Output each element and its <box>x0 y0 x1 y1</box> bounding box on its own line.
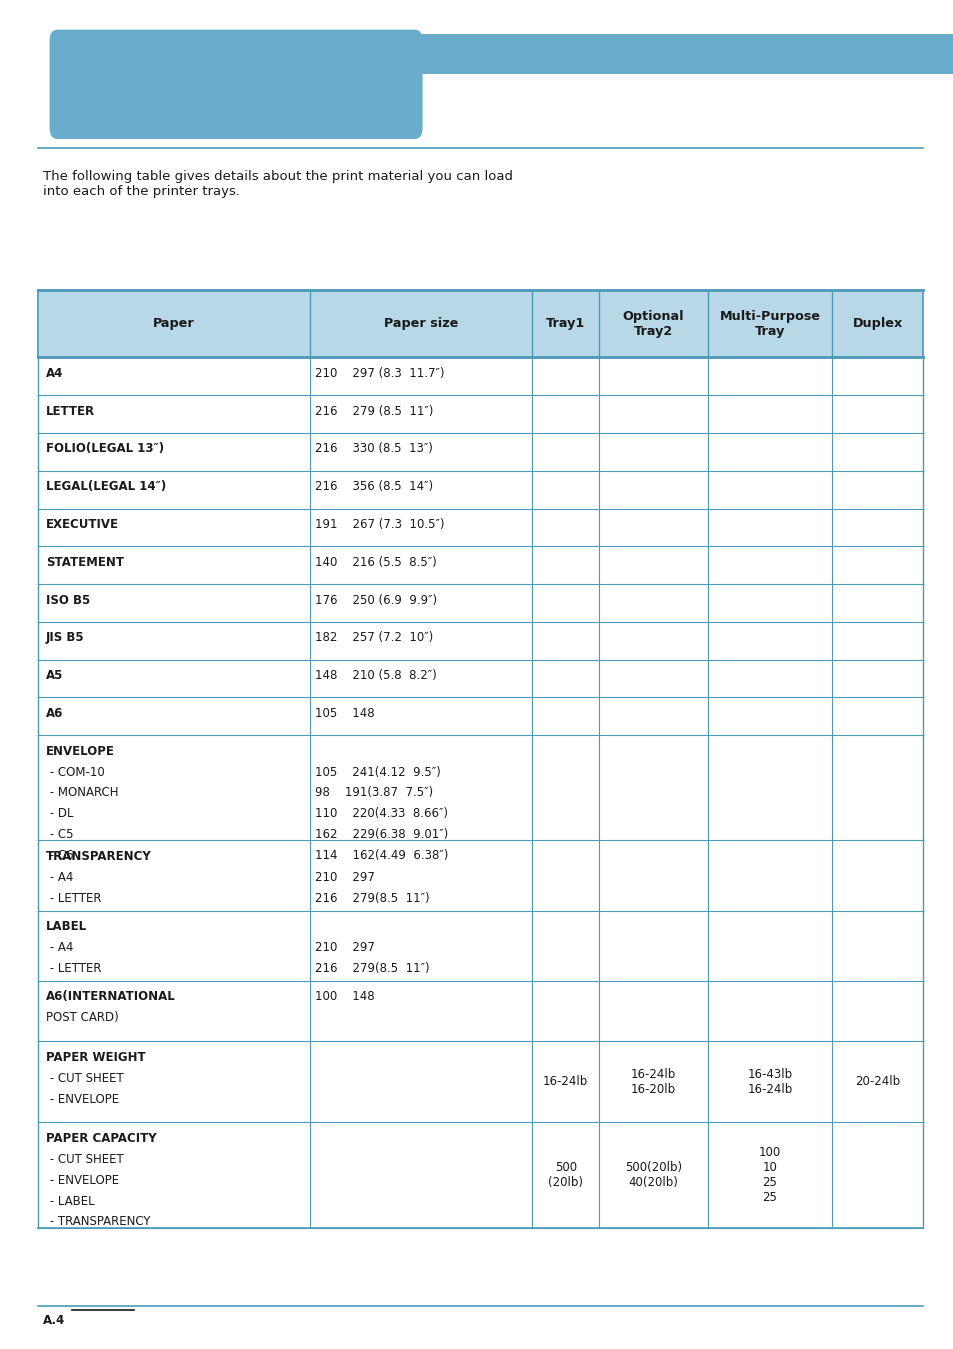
Text: 16-24lb: 16-24lb <box>542 1075 588 1089</box>
Text: 16-43lb
16-24lb: 16-43lb 16-24lb <box>746 1068 792 1095</box>
Text: 500
(20lb): 500 (20lb) <box>548 1161 582 1188</box>
Text: 216    279(8.5  11″): 216 279(8.5 11″) <box>314 892 429 905</box>
Text: 105    241(4.12  9.5″): 105 241(4.12 9.5″) <box>314 766 440 778</box>
Text: A4: A4 <box>46 367 63 380</box>
Text: PAPER CAPACITY: PAPER CAPACITY <box>46 1132 156 1145</box>
Text: 114    162(4.49  6.38″): 114 162(4.49 6.38″) <box>314 850 448 862</box>
Text: 500(20lb)
40(20lb): 500(20lb) 40(20lb) <box>624 1161 681 1188</box>
Text: The following table gives details about the print material you can load
into eac: The following table gives details about … <box>43 170 513 198</box>
Text: 98    191(3.87  7.5″): 98 191(3.87 7.5″) <box>314 786 433 800</box>
Text: ISO B5: ISO B5 <box>46 594 90 607</box>
Text: 216    330 (8.5  13″): 216 330 (8.5 13″) <box>314 442 433 456</box>
Text: Paper size: Paper size <box>384 317 457 331</box>
Text: - ENVELOPE: - ENVELOPE <box>46 1174 119 1187</box>
Text: Multi-Purpose
Tray: Multi-Purpose Tray <box>719 310 820 337</box>
Text: A5: A5 <box>46 669 63 683</box>
Text: 216    279(8.5  11″): 216 279(8.5 11″) <box>314 962 429 975</box>
Text: Paper: Paper <box>153 317 194 331</box>
Text: LETTER: LETTER <box>46 405 94 418</box>
Text: JIS B5: JIS B5 <box>46 631 84 645</box>
Text: 216    279 (8.5  11″): 216 279 (8.5 11″) <box>314 405 433 418</box>
Text: - ENVELOPE: - ENVELOPE <box>46 1093 119 1106</box>
Text: - C6: - C6 <box>46 850 73 862</box>
Text: 162    229(6.38  9.01″): 162 229(6.38 9.01″) <box>314 828 448 842</box>
Text: - LETTER: - LETTER <box>46 962 101 975</box>
Text: - A4: - A4 <box>46 871 73 884</box>
Text: LEGAL(LEGAL 14″): LEGAL(LEGAL 14″) <box>46 480 166 494</box>
Text: 176    250 (6.9  9.9″): 176 250 (6.9 9.9″) <box>314 594 436 607</box>
Text: 148    210 (5.8  8.2″): 148 210 (5.8 8.2″) <box>314 669 436 683</box>
Text: A.4: A.4 <box>43 1314 65 1327</box>
Text: 216    356 (8.5  14″): 216 356 (8.5 14″) <box>314 480 433 494</box>
Text: - CUT SHEET: - CUT SHEET <box>46 1153 123 1166</box>
Text: - TRANSPARENCY: - TRANSPARENCY <box>46 1215 151 1229</box>
Text: - C5: - C5 <box>46 828 73 842</box>
Text: EXECUTIVE: EXECUTIVE <box>46 518 119 532</box>
Text: 100    148: 100 148 <box>314 990 374 1004</box>
Text: FOLIO(LEGAL 13″): FOLIO(LEGAL 13″) <box>46 442 164 456</box>
Text: - A4: - A4 <box>46 942 73 954</box>
Bar <box>57 34 953 74</box>
Text: Optional
Tray2: Optional Tray2 <box>622 310 683 337</box>
Text: 182    257 (7.2  10″): 182 257 (7.2 10″) <box>314 631 433 645</box>
Text: ENVELOPE: ENVELOPE <box>46 745 114 758</box>
Text: 210    297: 210 297 <box>314 942 375 954</box>
Text: - LABEL: - LABEL <box>46 1195 94 1207</box>
Text: - CUT SHEET: - CUT SHEET <box>46 1072 123 1085</box>
FancyBboxPatch shape <box>50 30 422 139</box>
Bar <box>38 290 923 357</box>
Text: 20-24lb: 20-24lb <box>854 1075 900 1089</box>
Text: 110    220(4.33  8.66″): 110 220(4.33 8.66″) <box>314 808 447 820</box>
Text: Tray1: Tray1 <box>545 317 585 331</box>
Text: - LETTER: - LETTER <box>46 892 101 905</box>
Text: PAPER WEIGHT: PAPER WEIGHT <box>46 1051 145 1064</box>
Text: LABEL: LABEL <box>46 920 87 934</box>
Text: 16-24lb
16-20lb: 16-24lb 16-20lb <box>630 1068 676 1095</box>
Text: A6(INTERNATIONAL: A6(INTERNATIONAL <box>46 990 175 1004</box>
Text: STATEMENT: STATEMENT <box>46 556 124 569</box>
Text: A6: A6 <box>46 707 63 720</box>
Text: - DL: - DL <box>46 808 73 820</box>
Text: 210    297: 210 297 <box>314 871 375 884</box>
Text: - MONARCH: - MONARCH <box>46 786 118 800</box>
Text: - COM-10: - COM-10 <box>46 766 105 778</box>
Text: 105    148: 105 148 <box>314 707 374 720</box>
Text: 100
10
25
25: 100 10 25 25 <box>758 1147 781 1203</box>
Text: 140    216 (5.5  8.5″): 140 216 (5.5 8.5″) <box>314 556 436 569</box>
Text: 210    297 (8.3  11.7″): 210 297 (8.3 11.7″) <box>314 367 444 380</box>
Text: Duplex: Duplex <box>852 317 902 331</box>
Text: 191    267 (7.3  10.5″): 191 267 (7.3 10.5″) <box>314 518 444 532</box>
Text: POST CARD): POST CARD) <box>46 1012 118 1024</box>
Text: TRANSPARENCY: TRANSPARENCY <box>46 850 152 863</box>
